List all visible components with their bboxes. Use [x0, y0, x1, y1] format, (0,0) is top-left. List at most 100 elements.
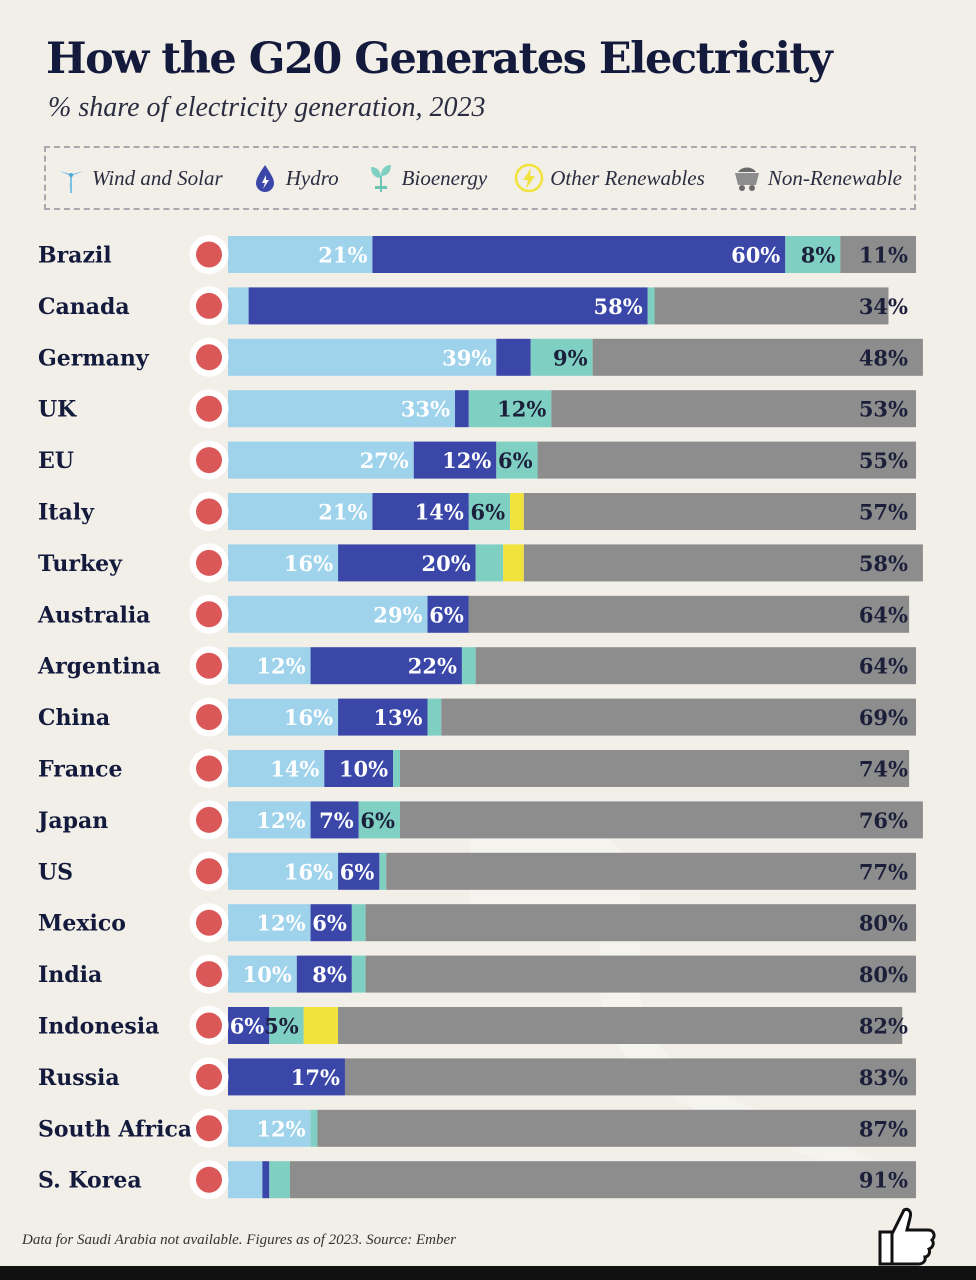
data-label: 82%: [859, 1014, 908, 1039]
bar-segment: [228, 1109, 311, 1147]
country-label: Indonesia: [38, 1014, 159, 1040]
bar-segment: [262, 1161, 270, 1199]
mine-cart-icon: [734, 167, 759, 191]
data-label: 14%: [415, 500, 464, 525]
bar-segment: [338, 852, 380, 890]
data-label: 76%: [859, 808, 908, 833]
data-label: 16%: [284, 859, 333, 884]
bar-segment: [379, 852, 387, 890]
legend-label: Other Renewables: [550, 165, 705, 190]
bar-segment: [840, 236, 916, 273]
country-label: S. Korea: [38, 1168, 142, 1194]
data-label: 12%: [256, 654, 305, 679]
flag-fill: [196, 549, 222, 576]
legend-item-wind-solar: Wind and Solar: [56, 162, 223, 194]
country-label: US: [38, 859, 73, 885]
flag-fill: [196, 1063, 222, 1090]
bar-segment: [310, 1109, 318, 1147]
data-label: 91%: [859, 1168, 908, 1193]
bar-segment: [427, 698, 442, 736]
flag-fill: [196, 1012, 222, 1039]
flag-fill: [196, 909, 222, 936]
bar-segment: [351, 955, 366, 993]
data-label: 6%: [429, 602, 464, 627]
data-label: 12%: [256, 911, 305, 936]
data-label: 48%: [859, 345, 908, 370]
data-label: 74%: [859, 757, 908, 782]
flag-fill: [196, 755, 222, 782]
bar-segment: [372, 236, 786, 273]
legend-label: Hydro: [285, 165, 339, 190]
legend-item-bioenergy: Bioenergy: [366, 162, 488, 194]
legend-item-other-renewables: Other Renewables: [514, 162, 705, 194]
bar-segment: [496, 338, 531, 376]
data-label: 34%: [859, 294, 908, 319]
bar-segment: [296, 955, 352, 993]
bar-segment: [228, 441, 414, 479]
bar-segment: [338, 698, 428, 736]
bar-segment: [400, 801, 923, 839]
legend-label: Bioenergy: [401, 165, 488, 190]
bar-segment: [228, 544, 339, 582]
bar-segment: [372, 493, 469, 530]
data-label: 11%: [859, 243, 908, 268]
source-footnote: Data for Saudi Arabia not available. Fig…: [22, 1232, 456, 1248]
bar-segment: [400, 750, 910, 787]
data-label: 6%: [340, 859, 375, 884]
bar-segment: [455, 390, 469, 428]
bar-segment: [228, 1058, 345, 1096]
bar-segment: [248, 287, 648, 325]
data-label: 60%: [731, 243, 780, 268]
data-label: 12%: [442, 448, 491, 473]
bar-segment: [530, 338, 593, 376]
bar-segment: [228, 698, 339, 736]
data-label: 10%: [243, 962, 292, 987]
country-label: Canada: [38, 294, 130, 320]
bar-segment: [303, 1007, 339, 1044]
data-label: 6%: [471, 500, 506, 525]
data-label: 27%: [360, 448, 409, 473]
bar-segment: [338, 544, 476, 582]
bar-segment: [468, 493, 511, 530]
flag-fill: [196, 344, 222, 371]
data-label: 20%: [421, 551, 470, 576]
thumbs-up-icon[interactable]: [870, 1202, 940, 1268]
bar-segment: [510, 493, 524, 530]
bar-segment: [228, 852, 339, 890]
bar-segment: [413, 441, 497, 479]
bar-segment: [289, 1161, 916, 1199]
country-label: Germany: [38, 345, 150, 371]
data-label: 64%: [859, 602, 908, 627]
data-label: 22%: [408, 654, 457, 679]
data-label: 39%: [442, 345, 491, 370]
bar-segment: [427, 595, 469, 633]
flag-fill: [196, 498, 222, 525]
bar-segment: [785, 236, 841, 273]
bar-segment: [324, 750, 394, 787]
bar-segment: [654, 287, 889, 325]
data-label: 12%: [256, 1116, 305, 1141]
bar-segment: [358, 801, 400, 839]
flag-fill: [196, 447, 222, 474]
legend-item-hydro: Hydro: [250, 162, 339, 194]
flag-fill: [196, 395, 222, 422]
bar-segment: [310, 904, 352, 942]
bar-segment: [537, 441, 916, 479]
bar-segment: [475, 647, 916, 685]
data-label: 8%: [801, 243, 836, 268]
bar-segment: [386, 852, 916, 890]
data-label: 16%: [284, 551, 333, 576]
bar-segment: [468, 595, 910, 633]
data-label: 21%: [318, 243, 367, 268]
data-label: 9%: [553, 345, 588, 370]
data-label: 58%: [859, 551, 908, 576]
bar-segment: [228, 801, 311, 839]
data-label: 12%: [256, 808, 305, 833]
bar-segment: [523, 493, 916, 530]
legend-label: Non-Renewable: [767, 165, 902, 190]
legend-item-non-renewable: Non-Renewable: [732, 162, 902, 194]
legend: Wind and Solar Hydro Bioenergy Other Ren…: [44, 146, 916, 210]
bar-segment: [228, 595, 428, 633]
country-label: China: [38, 705, 110, 731]
data-label: 6%: [230, 1014, 265, 1039]
